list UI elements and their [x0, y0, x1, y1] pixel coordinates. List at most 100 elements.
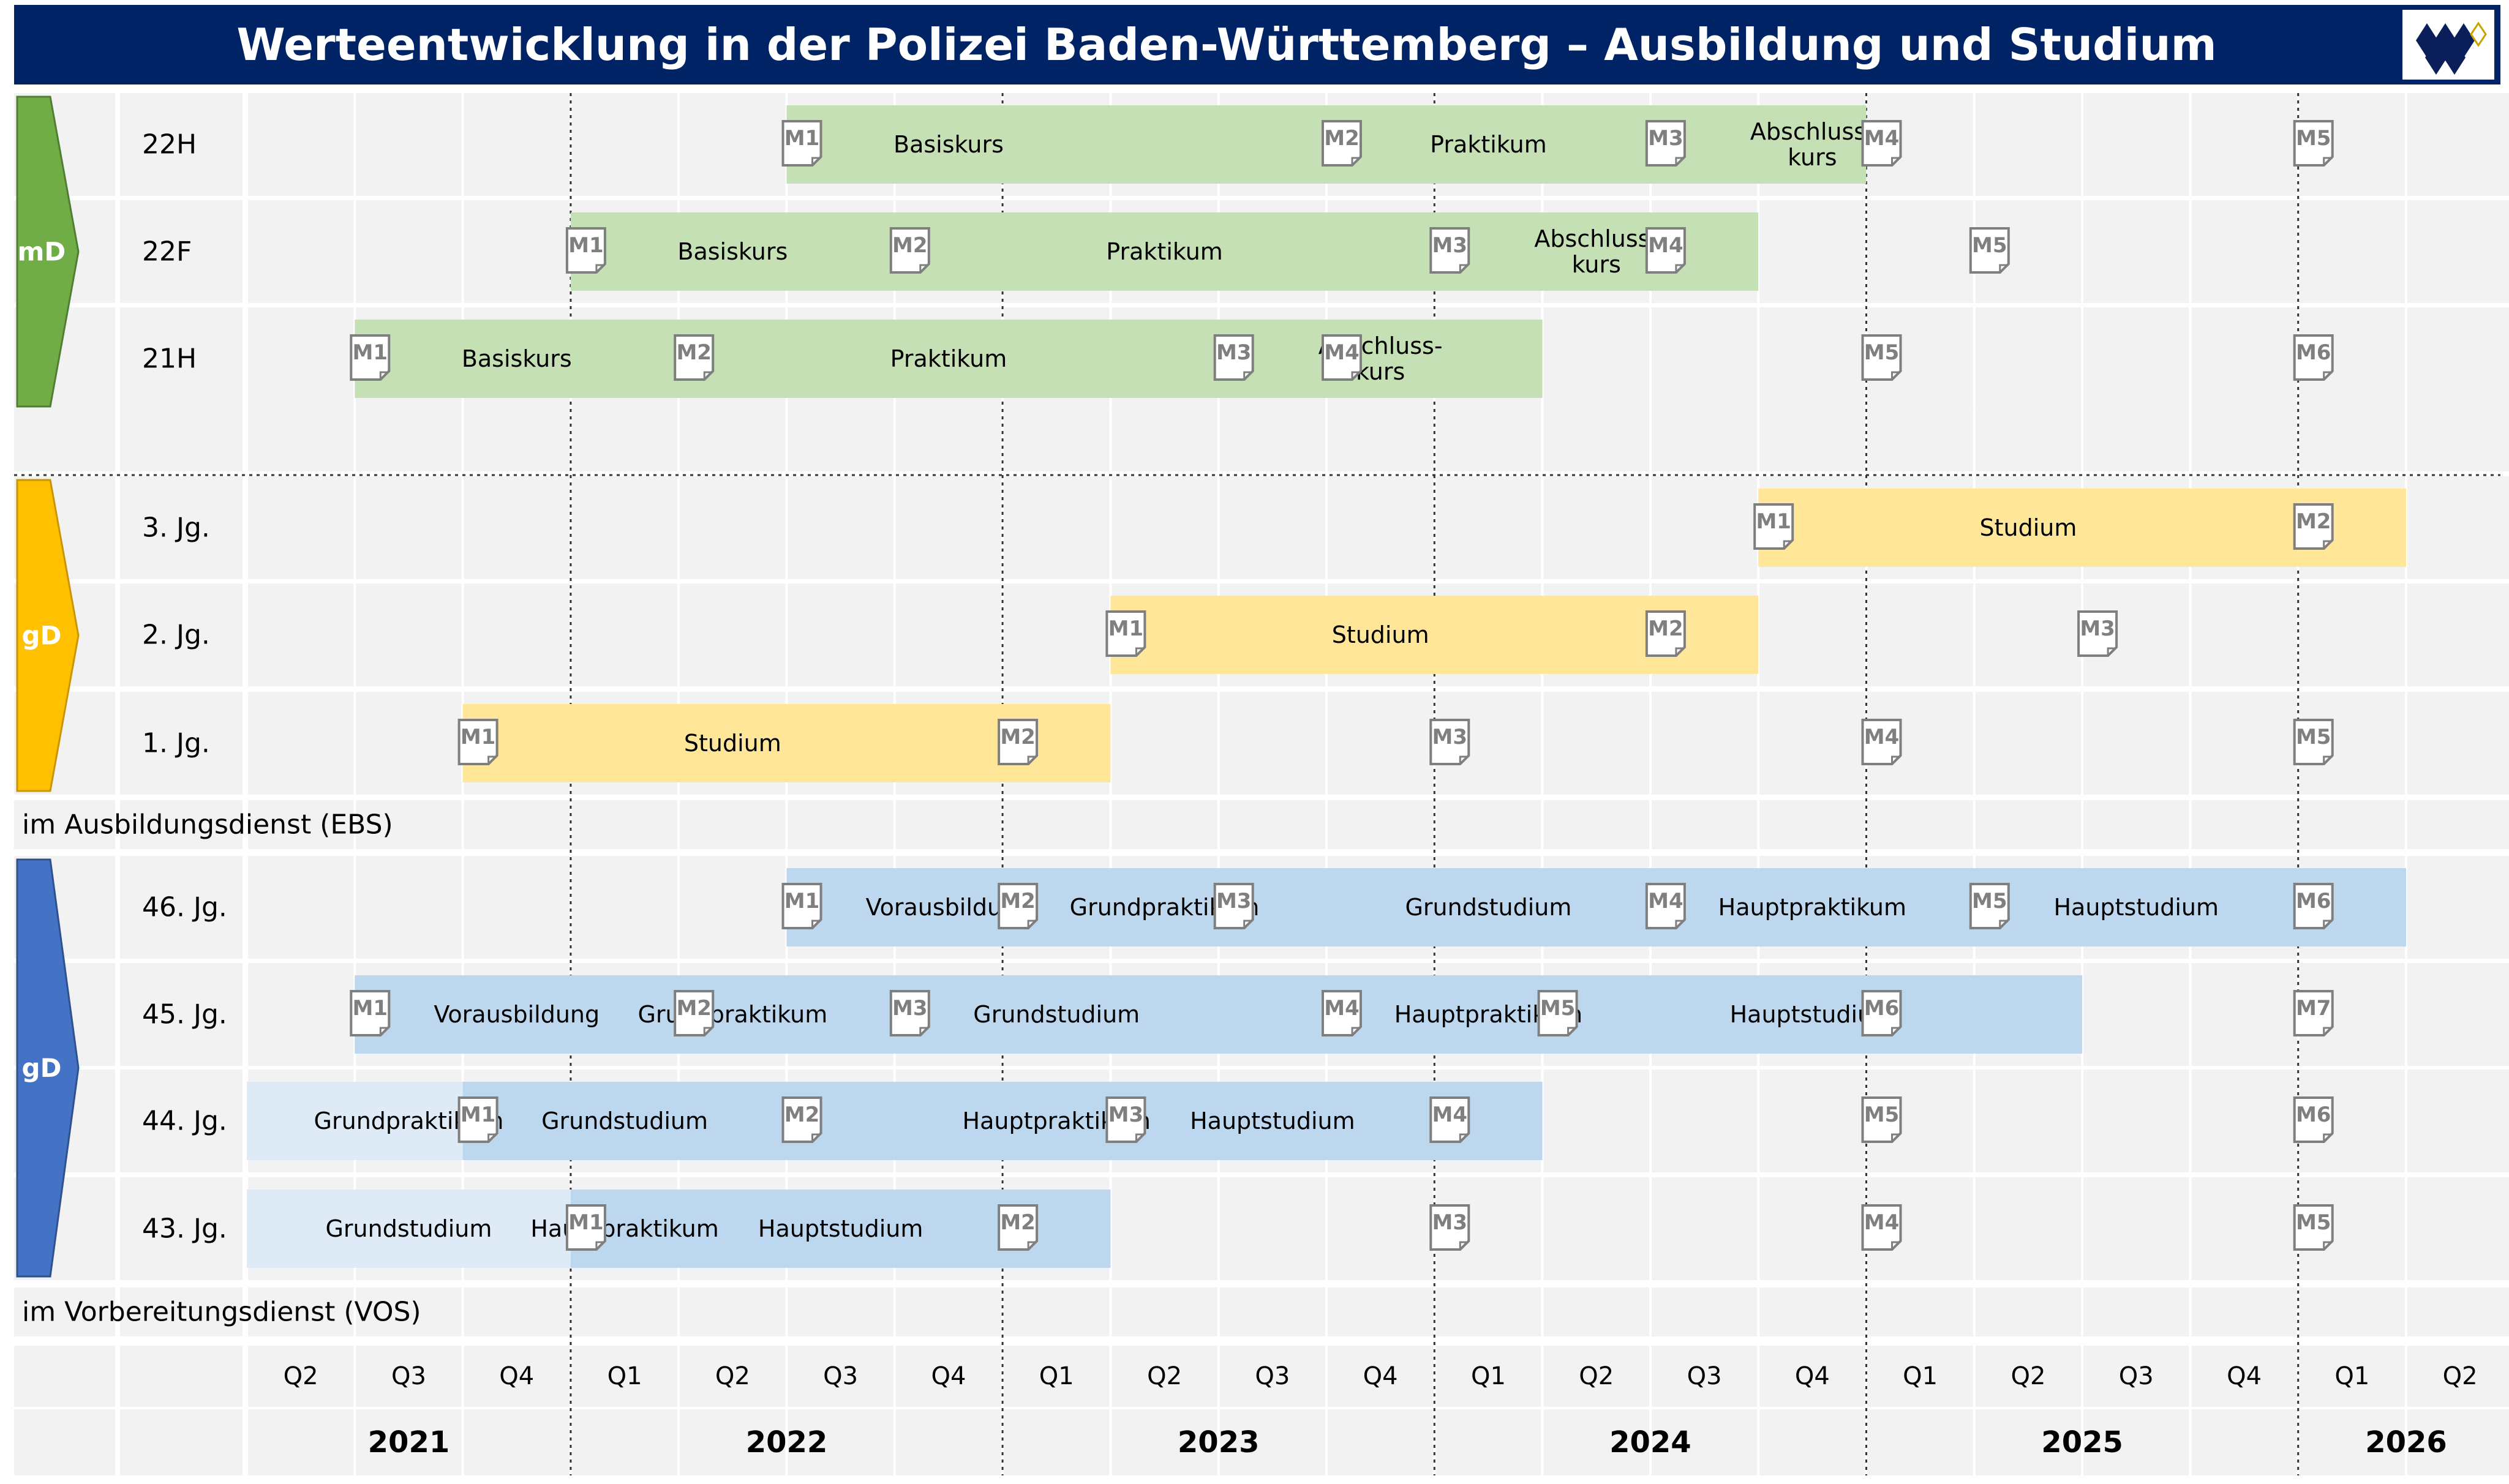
milestone-fold [1027, 920, 1037, 928]
grid-cell [2083, 692, 2189, 795]
milestone-document-icon [781, 120, 822, 167]
quarter-tick-label: Q3 [1687, 1362, 1722, 1390]
grid-cell [1328, 476, 1434, 579]
group-caption: im Ausbildungsdienst (EBS) [22, 809, 393, 841]
milestone-document-icon [2293, 883, 2334, 929]
grid-cell [1004, 583, 1110, 686]
grid-cell [2299, 800, 2405, 849]
grid-cell [2083, 1346, 2189, 1407]
milestone-document-icon [674, 334, 715, 381]
quarter-tick-label: Q4 [2227, 1362, 2262, 1390]
milestone-fold [2107, 647, 2117, 656]
grid-cell [2191, 307, 2297, 410]
milestone-marker: M4 [1861, 120, 1902, 167]
grid-cell [2083, 307, 2189, 410]
milestone-label: M1 [1756, 509, 1791, 534]
milestone-label: M2 [1000, 1210, 1036, 1235]
grid-cell [248, 800, 354, 849]
milestone-fold [1135, 647, 1145, 656]
grid-cell [2191, 200, 2297, 303]
grid-cell [680, 800, 786, 849]
grid-cell [788, 1346, 893, 1407]
milestone-document-icon [2293, 334, 2334, 381]
phase-label: Abschluss-kurs [1750, 118, 1875, 171]
milestone-fold [595, 264, 605, 272]
milestone-fold [487, 1133, 497, 1142]
grid-cell [680, 1409, 786, 1475]
grid-cell [680, 476, 786, 579]
row-label-cell [120, 856, 243, 959]
milestone-document-icon [1322, 990, 1362, 1036]
milestone-marker: M3 [1645, 120, 1686, 167]
milestone-document-icon [1322, 120, 1362, 167]
phase-label: Grundstudium [325, 1215, 492, 1242]
milestone-fold [811, 920, 821, 928]
grid-cell [1759, 1177, 1865, 1280]
milestone-label: M1 [784, 889, 820, 913]
milestone-document-icon [998, 1204, 1039, 1251]
grid-cell [1975, 1409, 2082, 1475]
page-title: Werteentwicklung in der Polizei Baden-Wü… [236, 19, 2217, 70]
milestone-marker: M3 [1213, 334, 1254, 381]
quarter-tick-label: Q2 [284, 1362, 318, 1390]
milestone-marker: M3 [1105, 1096, 1146, 1143]
grid-cell [2083, 963, 2189, 1066]
grid-cell [2083, 1070, 2189, 1172]
grid-cell [1651, 1177, 1758, 1280]
grid-cell [1975, 583, 2082, 686]
grid-cell [1004, 476, 1110, 579]
milestone-fold [487, 755, 497, 764]
grid-cell [1112, 1346, 1217, 1407]
milestone-label: M1 [1108, 616, 1144, 641]
milestone-label: M5 [1864, 1103, 1900, 1127]
row-label-cell [120, 476, 243, 579]
milestone-fold [2323, 1241, 2333, 1250]
grid-cell [1435, 476, 1541, 579]
grid-cell [1328, 1409, 1434, 1475]
row-label-cell [120, 963, 243, 1066]
quarter-tick-label: Q1 [2334, 1362, 2369, 1390]
milestone-document-icon [2077, 610, 2118, 657]
milestone-marker: M2 [1322, 120, 1362, 167]
phase-label: Basiskurs [893, 131, 1004, 158]
grid-cell [356, 1409, 462, 1475]
milestone-label: M2 [1000, 889, 1036, 913]
year-tick-label: 2021 [368, 1425, 450, 1460]
milestone-label: M6 [2296, 1103, 2331, 1127]
grid-cell [2191, 583, 2297, 686]
milestone-document-icon [1861, 990, 1902, 1036]
row-label-cell [120, 1409, 243, 1475]
grid-cell [2191, 1177, 2297, 1280]
grid-cell [1651, 800, 1758, 849]
milestone-label: M3 [1216, 889, 1252, 913]
phase-bar [247, 1082, 463, 1160]
milestone-marker: M4 [1322, 334, 1362, 381]
quarter-tick-label: Q4 [1795, 1362, 1830, 1390]
milestone-label: M4 [1648, 233, 1683, 258]
grid-cell [1435, 1287, 1541, 1336]
phase-label: Grundpraktikum [638, 1001, 827, 1028]
milestone-document-icon [457, 1096, 498, 1143]
grid-cell [1867, 1287, 1973, 1336]
milestone-fold [1459, 755, 1469, 764]
quarter-tick-label: Q3 [391, 1362, 426, 1390]
grid-cell [2407, 408, 2509, 471]
milestone-label: M3 [1432, 725, 1468, 749]
grid-cell [1759, 307, 1865, 410]
milestone-fold [2323, 540, 2333, 549]
group-caption: im Vorbereitungsdienst (VOS) [22, 1297, 421, 1328]
grid-cell [248, 476, 354, 579]
grid-cell [571, 408, 678, 471]
milestone-fold [1783, 540, 1793, 549]
phase-label: Grundstudium [541, 1107, 708, 1134]
milestone-marker: M1 [1753, 503, 1794, 550]
quarter-tick-label: Q4 [499, 1362, 534, 1390]
row-label: 1. Jg. [142, 728, 210, 759]
milestone-marker: M2 [1645, 610, 1686, 657]
grid-cell [248, 692, 354, 795]
milestone-label: M1 [784, 126, 820, 151]
milestone-label: M5 [2296, 1210, 2331, 1235]
grid-cell [248, 307, 354, 410]
milestone-label: M1 [461, 725, 496, 749]
row-label: 45. Jg. [142, 999, 227, 1030]
